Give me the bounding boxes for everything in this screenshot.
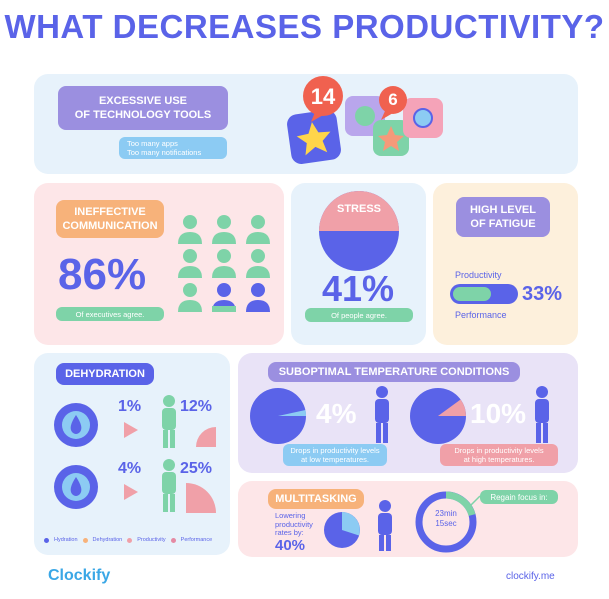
multitasking-sub-line2: productivity — [275, 519, 313, 529]
temperature-illustration — [250, 386, 549, 444]
page-title: WHAT DECREASES PRODUCTIVITY? — [4, 8, 605, 45]
tech-note-line2: Too many notifications — [127, 148, 202, 157]
person-icon-blue — [246, 283, 270, 312]
legend-dehydration: Dehydration — [92, 537, 123, 543]
people-grid-icon — [178, 215, 270, 312]
legend-productivity: Productivity — [137, 537, 166, 543]
legend-dot-productivity — [127, 537, 133, 543]
badge-14-text: 14 — [310, 84, 336, 109]
focus-label: Regain focus in: — [480, 490, 558, 504]
person-icon — [212, 249, 236, 278]
communication-label: INEFFECTIVE COMMUNICATION — [56, 200, 164, 238]
water-drop-icon — [70, 415, 82, 434]
fatigue-label-line1: HIGH LEVEL — [469, 204, 536, 216]
performance-wedge-large — [186, 483, 216, 513]
fatigue-value: 33% — [522, 283, 563, 305]
fatigue-label-line2: OF FATIGUE — [470, 218, 536, 230]
app-icons-illustration — [287, 76, 443, 164]
low-temp-pie-slice — [278, 410, 307, 416]
stress-pie-slice — [319, 191, 399, 231]
multitasking-label: MULTITASKING — [268, 489, 364, 509]
communication-label-line1: INEFFECTIVE — [74, 206, 146, 218]
multitasking-pie-slice — [342, 512, 360, 536]
temperature-high-value: 10% — [470, 398, 527, 429]
tech-label: EXCESSIVE USE OF TECHNOLOGY TOOLS — [58, 86, 228, 130]
water-drop-icon — [70, 477, 82, 496]
performance-wedge-small — [196, 427, 216, 447]
play-arrow-icon — [124, 484, 138, 500]
notification-badge-6 — [379, 86, 407, 114]
temperature-high-caption-line2: at high temperatures. — [463, 455, 535, 464]
tech-note-line1: Too many apps — [127, 139, 178, 148]
multitasking-sub-line3: rates by: — [275, 528, 304, 537]
temperature-low-caption-line1: Drops in productivity levels — [290, 446, 380, 455]
stress-caption: Of people agree. — [305, 308, 413, 322]
star-icon — [296, 122, 331, 156]
multitasking-illustration — [324, 491, 481, 553]
temperature-low-caption-line2: at low temperatures. — [301, 455, 369, 464]
dehydration-row2-value: 4% — [118, 460, 142, 477]
dehydration-legend: Hydration Dehydration Productivity Perfo… — [44, 537, 212, 543]
brand-logo[interactable]: Clockify — [48, 567, 111, 584]
multitasking-sub-line1: Lowering — [275, 511, 306, 520]
focus-time: 23min 15sec — [421, 509, 471, 529]
focus-time-line1: 23min — [435, 509, 457, 518]
person-standing-icon — [162, 459, 176, 512]
person-icon — [178, 283, 202, 312]
multitasking-value: 40% — [275, 537, 306, 554]
dehydration-panel — [34, 353, 230, 555]
person-icon — [212, 215, 236, 244]
notification-badge-14 — [303, 76, 343, 116]
badge-6-text: 6 — [388, 90, 398, 109]
tech-note: Too many apps Too many notifications — [119, 137, 227, 159]
stress-value: 41% — [322, 268, 395, 309]
communication-label-line2: COMMUNICATION — [62, 220, 158, 232]
stress-pie-chart — [319, 191, 399, 271]
temperature-high-caption: Drops in productivity levels at high tem… — [440, 444, 558, 466]
focus-ring-segment — [445, 491, 476, 517]
tech-label-line1: EXCESSIVE USE — [98, 95, 188, 107]
dehydration-label: DEHYDRATION — [56, 363, 154, 385]
legend-dot-hydration — [44, 537, 49, 543]
circle-small-icon — [413, 108, 433, 128]
person-icon — [178, 215, 202, 244]
fatigue-productivity-label: Productivity — [455, 270, 502, 280]
person-standing-icon — [162, 395, 176, 448]
tech-label-line2: OF TECHNOLOGY TOOLS — [74, 109, 212, 121]
fatigue-progress-fill — [453, 287, 491, 301]
legend-dot-dehydration — [82, 537, 88, 543]
star-small-icon — [378, 126, 404, 151]
high-temp-pie-slice — [438, 399, 466, 416]
circle-icon — [355, 106, 375, 126]
play-arrow-icon — [124, 422, 138, 438]
person-icon — [178, 249, 202, 278]
fatigue-performance-label: Performance — [455, 310, 507, 320]
dehydration-row1-value: 1% — [118, 398, 142, 415]
stress-label: STRESS — [336, 203, 381, 215]
person-standing-icon — [375, 386, 389, 443]
person-icon-partial — [212, 283, 236, 312]
temperature-low-value: 4% — [316, 398, 357, 429]
dehydration-illustration — [54, 395, 216, 513]
multitasking-sub: Lowering productivity rates by: — [275, 511, 313, 538]
dehydration-row1-performance: 12% — [180, 398, 213, 415]
person-standing-icon — [378, 500, 392, 551]
person-icon — [246, 215, 270, 244]
legend-performance: Performance — [180, 537, 213, 543]
person-icon — [246, 249, 270, 278]
dehydration-row2-performance: 25% — [180, 460, 213, 477]
focus-time-line2: 15sec — [435, 519, 457, 528]
fatigue-progress-bar — [450, 284, 518, 304]
fatigue-label: HIGH LEVEL OF FATIGUE — [456, 197, 550, 237]
legend-hydration: Hydration — [54, 537, 78, 543]
communication-value: 86% — [58, 250, 147, 299]
person-standing-icon — [535, 386, 549, 443]
temperature-label: SUBOPTIMAL TEMPERATURE CONDITIONS — [268, 362, 520, 382]
temperature-high-caption-line1: Drops in productivity levels — [454, 446, 544, 455]
legend-dot-performance — [170, 537, 176, 543]
footer-url[interactable]: clockify.me — [506, 571, 555, 582]
temperature-low-caption: Drops in productivity levels at low temp… — [283, 444, 387, 466]
communication-caption: Of executives agree. — [56, 307, 164, 321]
